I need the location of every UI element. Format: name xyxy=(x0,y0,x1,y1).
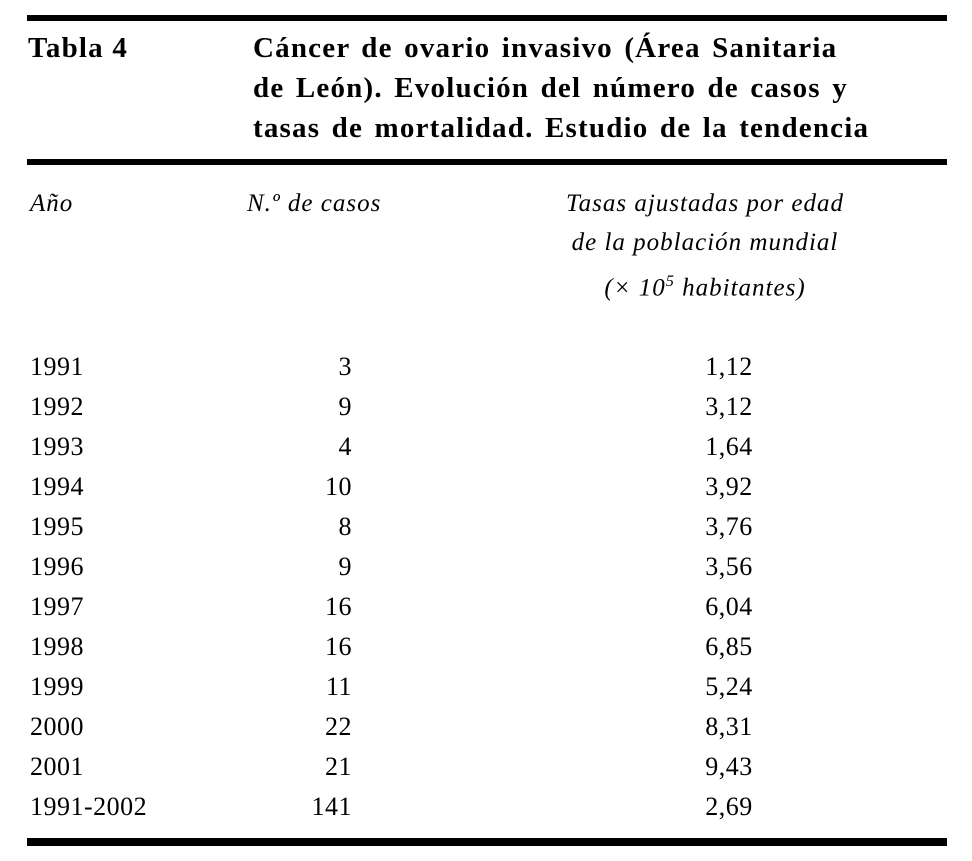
table-row: 1992 9 3,12 xyxy=(28,387,948,427)
cell-rate: 6,04 xyxy=(705,592,753,621)
cell-rate: 3,92 xyxy=(705,472,753,501)
rate-header-line-1: Tasas ajustadas por edad xyxy=(566,190,844,217)
cell-cases: 16 xyxy=(325,632,352,661)
table-row: 1998 16 6,85 xyxy=(28,627,948,667)
cell-rate: 6,85 xyxy=(705,632,753,661)
table-row: 2000 22 8,31 xyxy=(28,707,948,747)
cell-year: 1991-2002 xyxy=(30,792,148,821)
cell-year: 1991 xyxy=(30,352,84,381)
cell-rate: 1,64 xyxy=(705,432,753,461)
cell-year: 1995 xyxy=(30,512,84,541)
cell-rate: 3,56 xyxy=(705,552,753,581)
table-title: Cáncer de ovario invasivo (Área Sanitari… xyxy=(253,28,948,148)
cell-cases: 3 xyxy=(338,352,352,381)
cell-cases: 11 xyxy=(325,672,352,701)
cell-rate: 3,12 xyxy=(705,392,753,421)
table-row: 1994 10 3,92 xyxy=(28,467,948,507)
column-header-cases: N.º de casos xyxy=(247,190,382,217)
table-row: 1999 11 5,24 xyxy=(28,667,948,707)
cell-cases: 8 xyxy=(338,512,352,541)
cell-year: 1994 xyxy=(30,472,84,501)
rate-header-line-2: de la población mundial xyxy=(571,229,839,256)
table-row: 1991-2002 141 2,69 xyxy=(28,787,948,827)
cell-year: 1997 xyxy=(30,592,84,621)
cell-rate: 8,31 xyxy=(705,712,753,741)
table-row: 1997 16 6,04 xyxy=(28,587,948,627)
table-row: 1993 4 1,64 xyxy=(28,427,948,467)
cell-year: 1999 xyxy=(30,672,84,701)
cell-cases: 16 xyxy=(325,592,352,621)
cell-rate: 2,69 xyxy=(705,792,753,821)
cell-year: 1998 xyxy=(30,632,84,661)
cell-cases: 9 xyxy=(338,392,352,421)
cell-year: 1993 xyxy=(30,432,84,461)
column-header-rate: Tasas ajustadas por edad de la población… xyxy=(461,184,949,307)
cell-cases: 21 xyxy=(325,752,352,781)
table-body: 1991 3 1,12 1992 9 3,12 1993 4 1,64 1994… xyxy=(28,347,948,827)
cell-year: 2000 xyxy=(30,712,84,741)
cell-cases: 9 xyxy=(338,552,352,581)
top-rule xyxy=(27,15,947,21)
cell-rate: 3,76 xyxy=(705,512,753,541)
cell-year: 1996 xyxy=(30,552,84,581)
cell-rate: 5,24 xyxy=(705,672,753,701)
cell-cases: 22 xyxy=(325,712,352,741)
cell-cases: 10 xyxy=(325,472,352,501)
header-divider-rule xyxy=(27,159,947,165)
bottom-rule xyxy=(27,838,947,846)
table-row: 1991 3 1,12 xyxy=(28,347,948,387)
cell-cases: 4 xyxy=(338,432,352,461)
exponent: 5 xyxy=(665,272,675,290)
cell-year: 1992 xyxy=(30,392,84,421)
table-title-line-1: Cáncer de ovario invasivo (Área Sanitari… xyxy=(253,32,838,64)
cell-year: 2001 xyxy=(30,752,84,781)
table-caption: Tabla 4 Cáncer de ovario invasivo (Área … xyxy=(28,28,948,148)
column-headers-row: Año N.º de casos Tasas ajustadas por eda… xyxy=(28,184,948,307)
column-header-year: Año xyxy=(30,190,74,217)
table-title-line-3: tasas de mortalidad. Estudio de la tende… xyxy=(253,112,870,144)
table-row: 1995 8 3,76 xyxy=(28,507,948,547)
table-row: 1996 9 3,56 xyxy=(28,547,948,587)
table-title-line-2: de León). Evolución del número de casos … xyxy=(253,72,848,104)
cell-cases: 141 xyxy=(311,792,352,821)
cell-rate: 1,12 xyxy=(705,352,753,381)
rate-header-line-3: (× 105 habitantes) xyxy=(604,272,806,302)
table-row: 2001 21 9,43 xyxy=(28,747,948,787)
table-number-label: Tabla 4 xyxy=(28,32,129,64)
cell-rate: 9,43 xyxy=(705,752,753,781)
